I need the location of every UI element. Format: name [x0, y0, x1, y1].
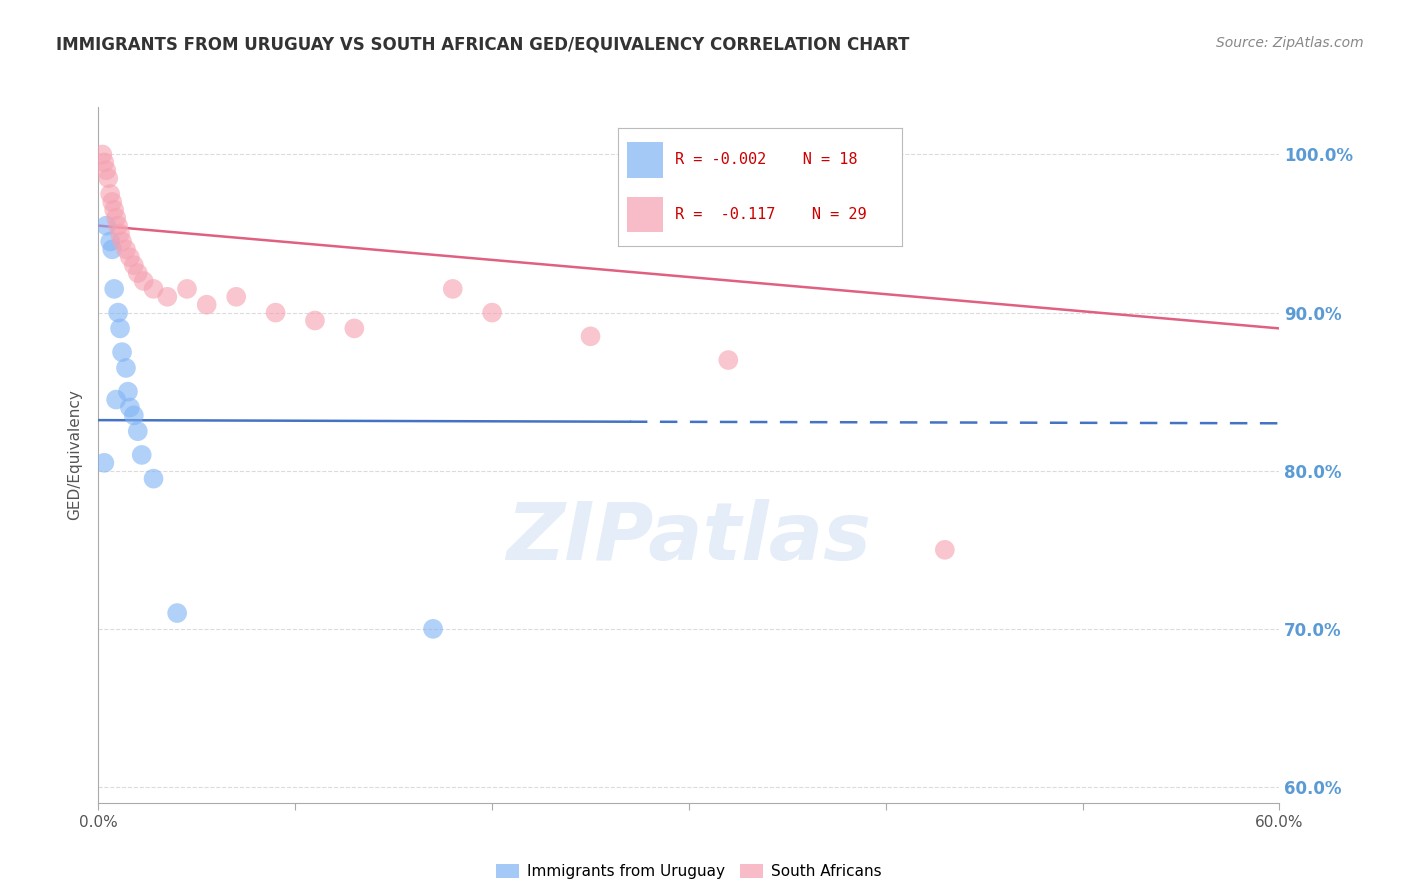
Text: IMMIGRANTS FROM URUGUAY VS SOUTH AFRICAN GED/EQUIVALENCY CORRELATION CHART: IMMIGRANTS FROM URUGUAY VS SOUTH AFRICAN…	[56, 36, 910, 54]
Point	[118, 401, 141, 415]
Point	[101, 194, 124, 209]
Y-axis label: GED/Equivalency: GED/Equivalency	[67, 390, 83, 520]
Point	[225, 290, 247, 304]
Text: ZIPatlas: ZIPatlas	[506, 500, 872, 577]
Point	[115, 361, 138, 376]
Point	[91, 147, 114, 161]
Point	[934, 542, 956, 557]
Point	[93, 456, 115, 470]
Point	[343, 321, 366, 335]
Point	[101, 243, 124, 257]
Bar	[627, 196, 664, 232]
Point	[579, 329, 602, 343]
Point	[98, 235, 121, 249]
Point	[118, 250, 141, 264]
Point	[96, 163, 118, 178]
Point	[176, 282, 198, 296]
Point	[107, 305, 129, 319]
Point	[98, 187, 121, 202]
Point	[108, 321, 131, 335]
Point	[131, 448, 153, 462]
Point	[481, 305, 503, 319]
Point	[132, 274, 155, 288]
Point	[93, 155, 115, 169]
Point	[127, 266, 149, 280]
Point	[264, 305, 287, 319]
Point	[97, 171, 120, 186]
Point	[96, 219, 118, 233]
Point	[717, 353, 740, 368]
Text: R = -0.002    N = 18: R = -0.002 N = 18	[675, 153, 858, 168]
Text: R =  -0.117    N = 29: R = -0.117 N = 29	[675, 207, 866, 222]
Point	[441, 282, 464, 296]
Point	[122, 409, 145, 423]
Point	[115, 243, 138, 257]
Point	[127, 424, 149, 438]
Text: Source: ZipAtlas.com: Source: ZipAtlas.com	[1216, 36, 1364, 50]
Point	[111, 235, 134, 249]
Point	[105, 211, 128, 225]
Point	[103, 202, 125, 217]
Point	[105, 392, 128, 407]
Point	[195, 298, 218, 312]
Point	[142, 282, 165, 296]
Point	[122, 258, 145, 272]
Legend: Immigrants from Uruguay, South Africans: Immigrants from Uruguay, South Africans	[491, 858, 887, 886]
Bar	[627, 142, 664, 178]
Point	[108, 227, 131, 241]
Point	[166, 606, 188, 620]
Point	[117, 384, 139, 399]
Point	[103, 282, 125, 296]
Point	[304, 313, 326, 327]
Point	[422, 622, 444, 636]
Point	[156, 290, 179, 304]
Point	[107, 219, 129, 233]
Point	[111, 345, 134, 359]
Point	[142, 472, 165, 486]
